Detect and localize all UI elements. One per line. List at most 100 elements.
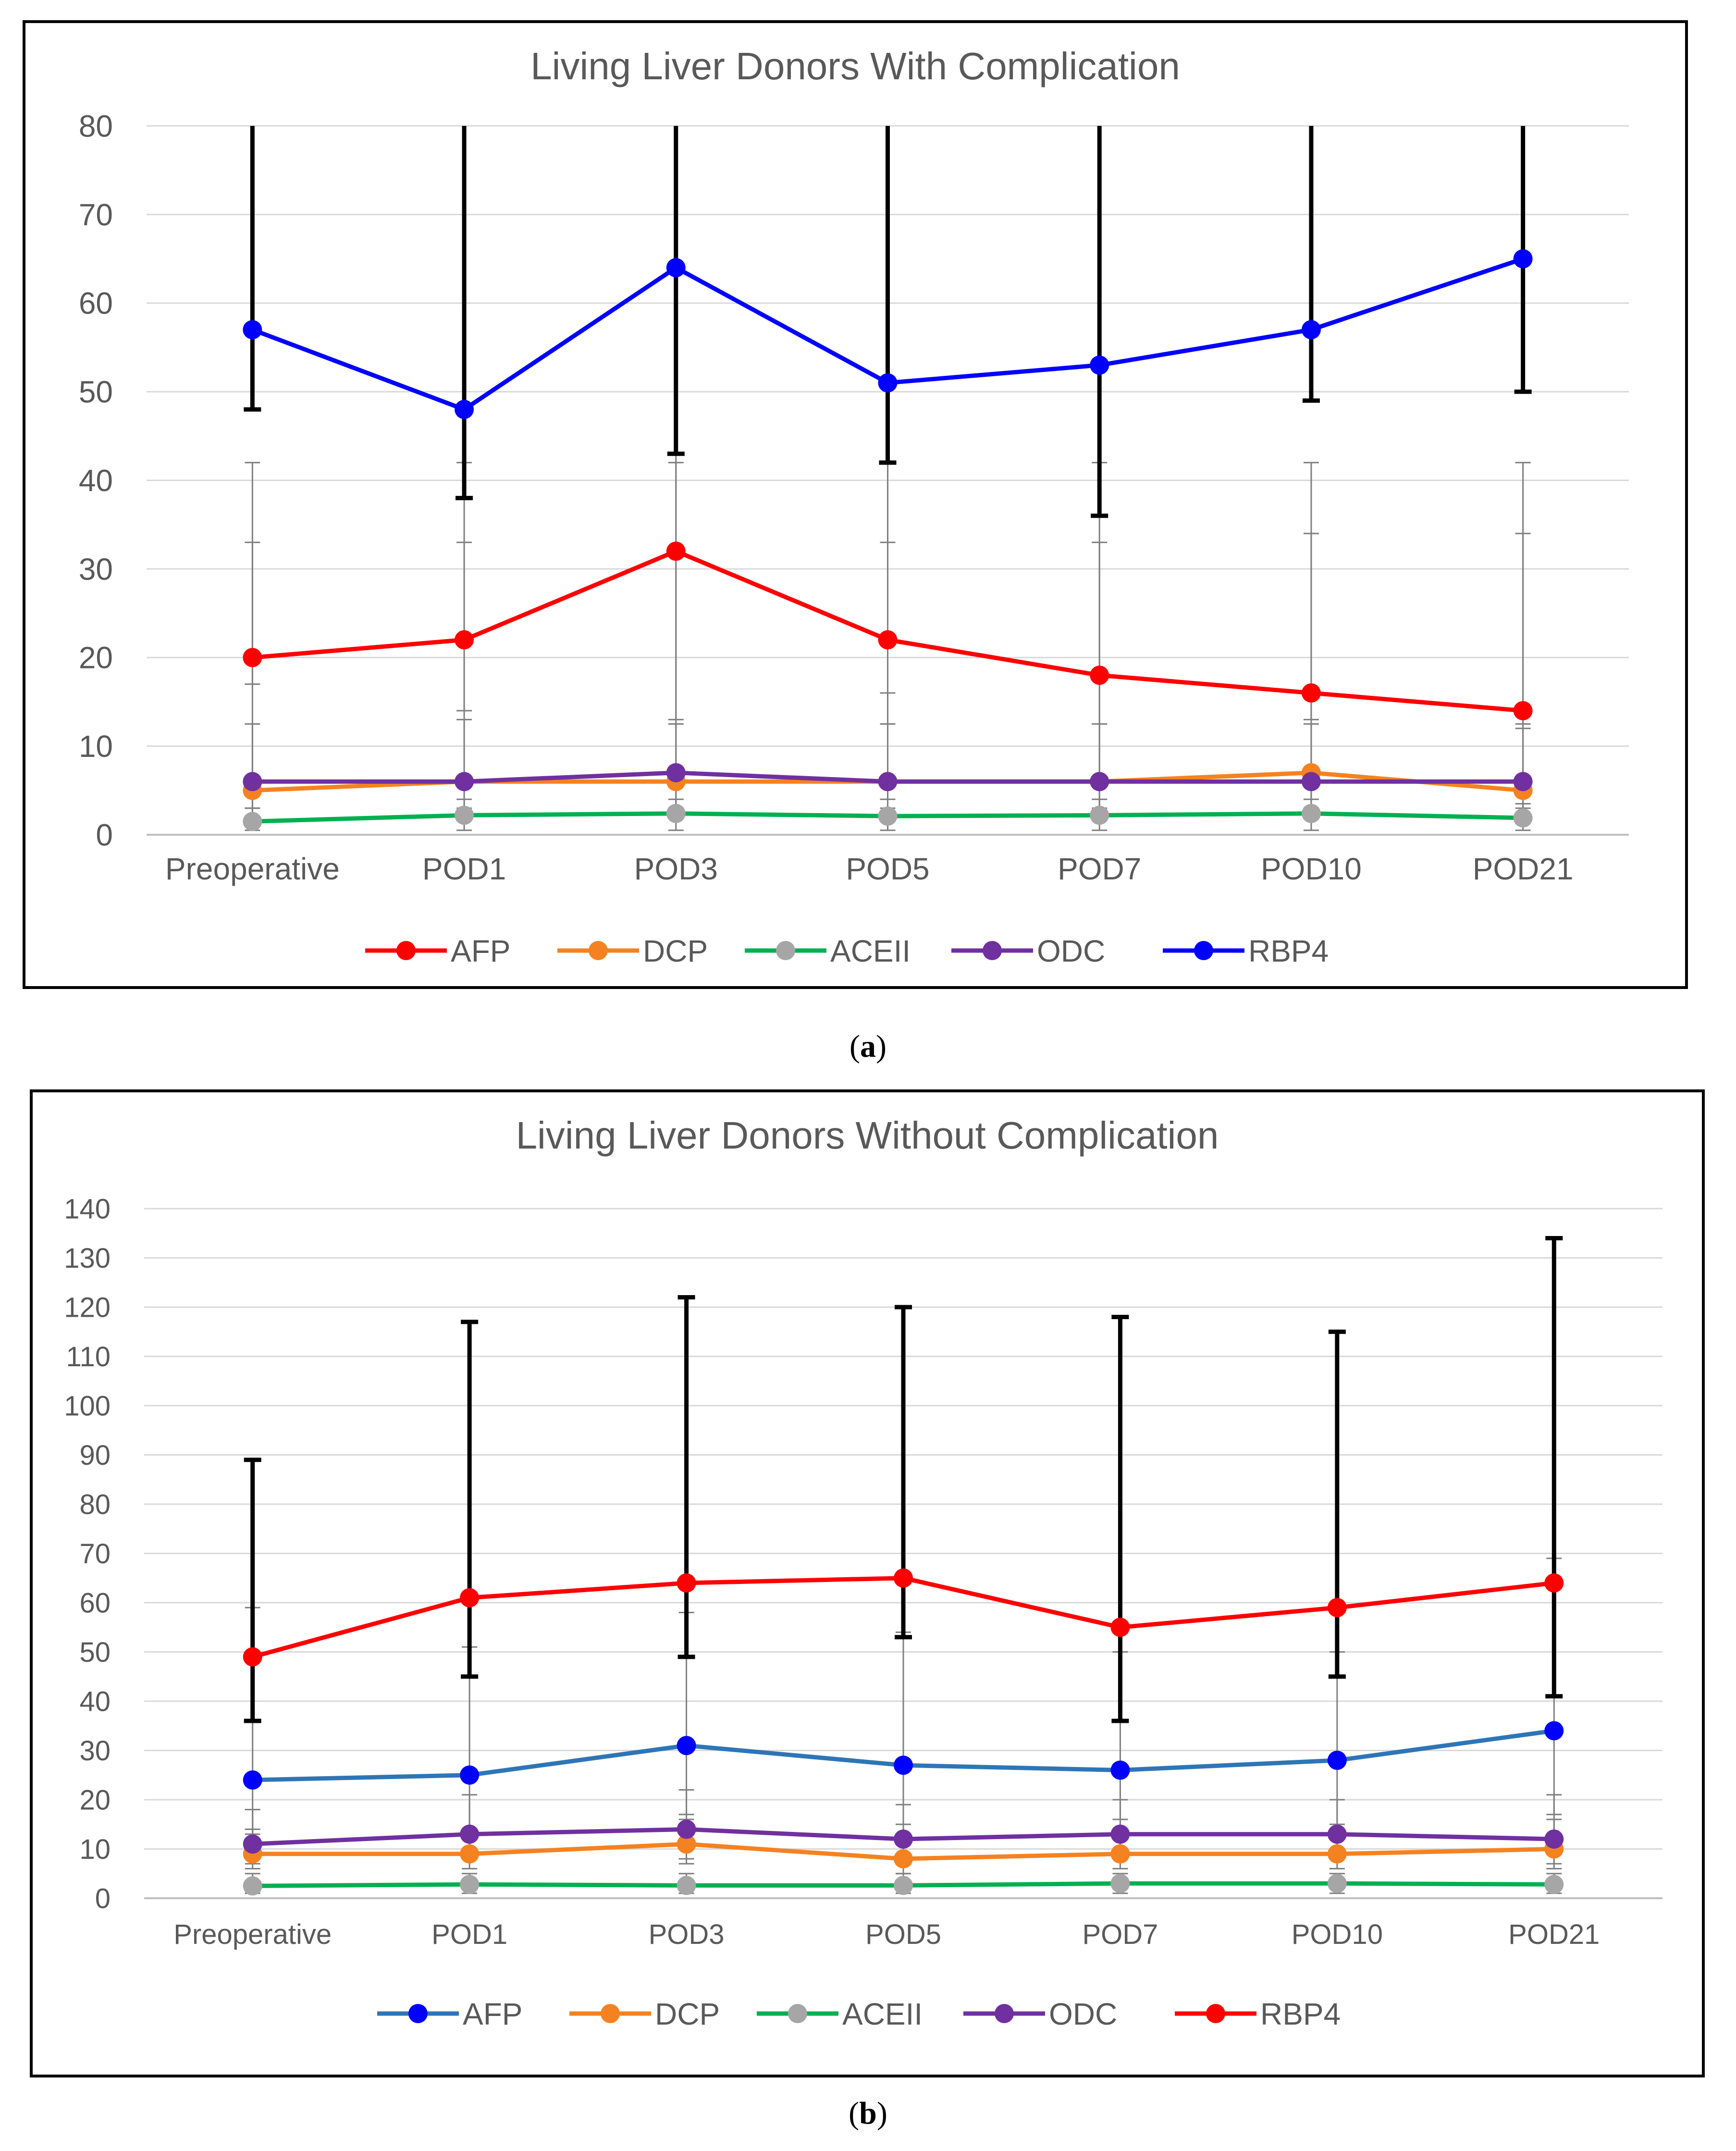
y-tick-label: 30	[79, 552, 113, 586]
y-tick-label: 60	[79, 1587, 111, 1619]
data-point-afp	[1513, 701, 1533, 720]
legend-swatch-marker	[408, 2004, 428, 2023]
y-tick-label: 110	[66, 1341, 111, 1372]
y-tick-label: 90	[79, 1440, 111, 1471]
error-bar	[244, 1458, 261, 1723]
x-tick-label: POD1	[431, 1919, 507, 1950]
x-tick-label: POD3	[649, 1919, 725, 1950]
data-point-rbp4	[666, 258, 686, 277]
legend-swatch-marker	[983, 941, 1002, 960]
data-point-afp	[1110, 1760, 1130, 1780]
error-bar	[456, 126, 473, 500]
chart-panel-b: Living Liver Donors Without Complication…	[0, 1072, 1736, 2105]
chart-panel-a: Living Liver Donors With Complication 0 10…	[0, 0, 1736, 1019]
legend-swatch-marker	[589, 941, 608, 960]
data-point-dcp	[1110, 1844, 1130, 1864]
data-point-afp	[455, 630, 474, 650]
y-tick-label: 20	[79, 1784, 111, 1816]
y-tick-label: 130	[64, 1243, 111, 1274]
data-point-odc	[1110, 1824, 1130, 1844]
legend-swatch-marker	[776, 941, 795, 960]
legend-swatch-marker	[995, 2004, 1014, 2023]
data-point-rbp4	[894, 1568, 913, 1588]
data-point-aceii	[243, 812, 262, 831]
chart-title: Living Liver Donors Without Complication	[516, 1114, 1219, 1157]
y-tick-label: 50	[79, 375, 113, 409]
legend-label: ODC	[1049, 1997, 1117, 2031]
error-bar	[667, 126, 685, 456]
legend-item-rbp4: RBP4	[1175, 1997, 1341, 2031]
data-point-afp	[677, 1736, 696, 1755]
legend-item-afp: AFP	[377, 1997, 522, 2031]
data-point-aceii	[1090, 805, 1109, 825]
data-point-rbp4	[1301, 320, 1321, 340]
y-tick-label: 0	[96, 817, 113, 852]
legend-label: AFP	[463, 1997, 522, 2031]
data-point-odc	[878, 772, 898, 791]
error-bar	[1545, 1236, 1563, 1699]
y-tick-label: 80	[79, 1489, 111, 1520]
x-tick-label: POD7	[1058, 852, 1141, 886]
x-tick-label: POD5	[846, 852, 929, 886]
data-point-aceii	[1327, 1874, 1347, 1893]
legend-label: DCP	[655, 1997, 720, 2031]
caption-b-letter: b	[859, 2096, 877, 2131]
data-point-rbp4	[677, 1573, 696, 1593]
error-bar	[461, 1320, 479, 1679]
data-point-afp	[243, 1770, 262, 1790]
data-point-rbp4	[460, 1588, 480, 1607]
data-point-odc	[243, 772, 262, 791]
y-tick-label: 140	[64, 1193, 111, 1224]
data-point-odc	[455, 772, 474, 791]
data-point-aceii	[894, 1876, 913, 1895]
legend-label: ODC	[1037, 934, 1105, 968]
data-point-odc	[1327, 1824, 1347, 1844]
data-point-aceii	[1544, 1875, 1564, 1894]
data-point-aceii	[455, 805, 474, 825]
legend-label: RBP4	[1260, 1997, 1341, 2031]
data-point-odc	[1301, 772, 1321, 791]
legend-item-odc: ODC	[951, 934, 1105, 968]
chart-frame	[23, 20, 1688, 989]
error-bar	[1302, 126, 1320, 403]
data-point-odc	[666, 763, 686, 782]
x-tick-label: POD21	[1508, 1919, 1600, 1950]
legend-item-dcp: DCP	[569, 1997, 720, 2031]
legend-item-aceii: ACEII	[745, 934, 911, 968]
data-point-afp	[878, 630, 898, 650]
legend-swatch-marker	[1206, 2004, 1225, 2023]
data-point-rbp4	[1090, 355, 1109, 375]
x-tick-label: POD7	[1082, 1919, 1158, 1950]
legend-label: AFP	[451, 934, 510, 968]
error-bar	[879, 126, 897, 465]
data-point-afp	[1090, 666, 1109, 685]
y-tick-label: 70	[79, 1538, 111, 1570]
data-point-rbp4	[455, 400, 474, 419]
data-point-afp	[243, 648, 262, 668]
y-tick-label: 50	[79, 1637, 111, 1668]
error-bar	[1111, 1315, 1129, 1723]
legend-label: RBP4	[1248, 934, 1329, 968]
data-point-dcp	[1327, 1844, 1347, 1864]
y-tick-label: 20	[79, 641, 113, 675]
caption-b: (b)	[849, 2096, 887, 2131]
legend-item-afp: AFP	[365, 934, 510, 968]
data-point-rbp4	[243, 1647, 262, 1667]
data-point-dcp	[894, 1849, 913, 1868]
data-point-rbp4	[1110, 1618, 1130, 1637]
y-tick-label: 70	[79, 198, 113, 232]
data-point-odc	[460, 1824, 480, 1844]
data-point-dcp	[460, 1844, 480, 1864]
y-tick-label: 10	[79, 729, 113, 764]
chart-frame	[30, 1089, 1705, 2077]
x-tick-label: POD10	[1292, 1919, 1383, 1950]
x-tick-label: POD5	[865, 1919, 941, 1950]
y-tick-label: 40	[79, 463, 113, 498]
error-bar	[1091, 126, 1108, 518]
error-bar	[1328, 1329, 1346, 1679]
x-tick-label: Preoperative	[173, 1919, 332, 1950]
data-point-odc	[1544, 1830, 1564, 1849]
data-point-odc	[243, 1834, 262, 1854]
x-tick-label: Preoperative	[165, 852, 340, 886]
data-point-odc	[894, 1830, 913, 1849]
